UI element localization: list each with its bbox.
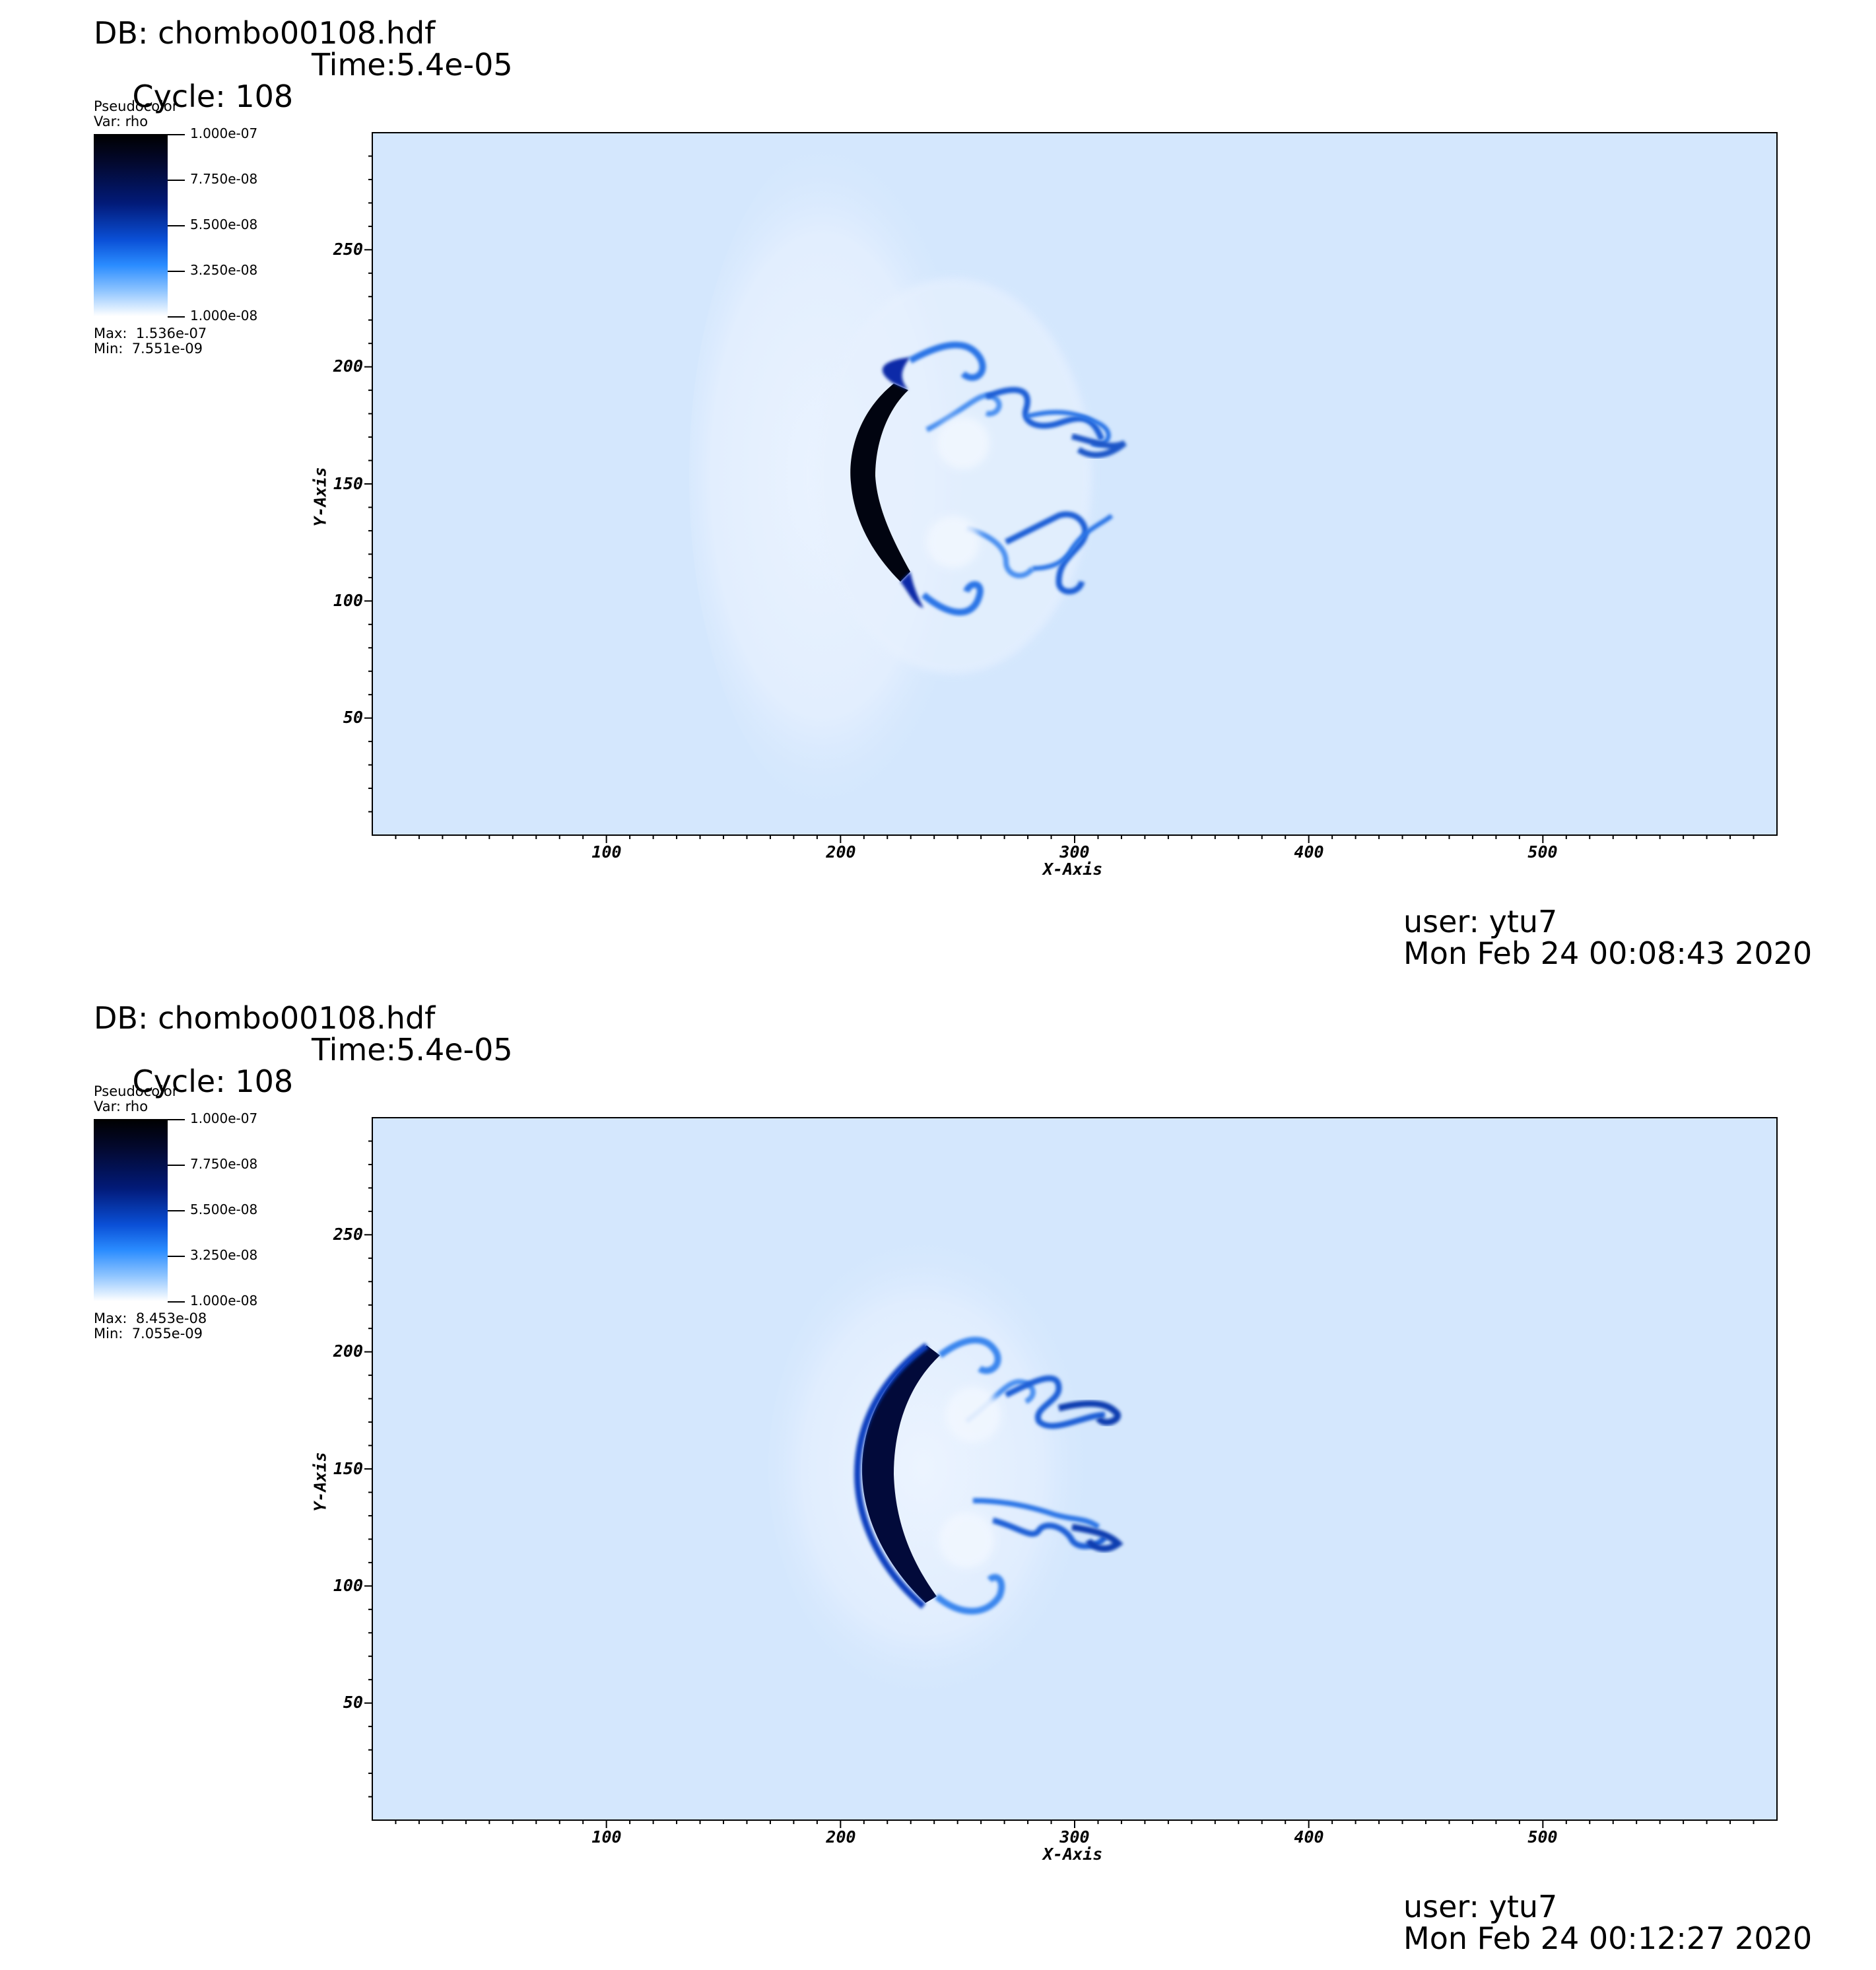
x-ticks bbox=[395, 1820, 1755, 1828]
legend-variable: Var: rho bbox=[94, 1099, 149, 1114]
front-edge-bottom bbox=[900, 572, 923, 608]
y-tick-label: 50 bbox=[343, 708, 363, 727]
colorbar-tick-label: 7.750e-08 bbox=[190, 171, 258, 187]
time-label: Time:5.4e-05 bbox=[312, 47, 513, 83]
swirl-lower-4 bbox=[1032, 514, 1114, 571]
y-tick-label: 250 bbox=[333, 1225, 363, 1244]
x-tick-label: 400 bbox=[1294, 1827, 1323, 1847]
plot-canvas: 100 200 300 400 500 250 200 150 100 50 bbox=[333, 132, 1778, 862]
x-tick-label: 200 bbox=[825, 842, 855, 862]
x-axis-title: X-Axis bbox=[1043, 860, 1103, 879]
pseudocolor-plot: 100 200 300 400 500 250 200 150 100 50 bbox=[333, 132, 1778, 862]
x-ticks bbox=[395, 835, 1755, 843]
y-tick-label: 200 bbox=[333, 357, 363, 376]
colorbar-tick-label: 5.500e-08 bbox=[190, 1202, 258, 1217]
dense-front bbox=[861, 1345, 940, 1603]
y-tick-labels: 250 200 150 100 50 bbox=[333, 1225, 363, 1712]
colorbar-tick-label: 7.750e-08 bbox=[190, 1156, 258, 1172]
vortex-core-lower bbox=[927, 516, 980, 568]
database-label: DB: chombo00108.hdf bbox=[94, 1000, 436, 1036]
swirl-upper-5 bbox=[1071, 433, 1127, 458]
cycle-label: Cycle: 108 bbox=[132, 1064, 294, 1099]
x-tick-labels: 100 200 300 400 500 bbox=[591, 1827, 1557, 1847]
y-tick-label: 150 bbox=[333, 474, 363, 493]
colorbar-tick-label: 1.000e-08 bbox=[190, 308, 258, 323]
colorbar bbox=[94, 134, 168, 316]
vortex-core-upper bbox=[937, 417, 989, 469]
legend-max: Max: 8.453e-08 bbox=[94, 1310, 207, 1326]
database-label: DB: chombo00108.hdf bbox=[94, 15, 436, 51]
cycle-label: Cycle: 108 bbox=[132, 79, 294, 114]
pseudocolor-plot: 100 200 300 400 500 250 200 150 100 50 bbox=[333, 1117, 1778, 1847]
legend-max: Max: 1.536e-07 bbox=[94, 325, 207, 341]
y-ticks bbox=[364, 1140, 372, 1798]
swirl-upper-1 bbox=[908, 341, 986, 381]
swirl-upper-1 bbox=[938, 1336, 1001, 1375]
date-label: Mon Feb 24 00:08:43 2020 bbox=[1403, 935, 1813, 971]
x-tick-label: 300 bbox=[1059, 1827, 1089, 1847]
swirl-lower-1 bbox=[921, 581, 984, 616]
colorbar-tick-label: 1.000e-07 bbox=[190, 125, 258, 141]
colorbar-tick-label: 3.250e-08 bbox=[190, 1247, 258, 1263]
x-tick-label: 300 bbox=[1059, 842, 1089, 862]
shock-halo bbox=[768, 1230, 1112, 1705]
colorbar-tick-label: 1.000e-08 bbox=[190, 1293, 258, 1308]
cycle-time-line: Cycle: 108 Time:5.4e-05 bbox=[94, 49, 513, 176]
swirl-upper-4 bbox=[1057, 1400, 1121, 1426]
plot-canvas: 100 200 300 400 500 250 200 150 100 50 bbox=[333, 1117, 1778, 1847]
colorbar-tick-label: 3.250e-08 bbox=[190, 262, 258, 278]
x-tick-labels: 100 200 300 400 500 bbox=[591, 842, 1557, 862]
front-outer-glow bbox=[854, 1342, 929, 1609]
legend-min: Min: 7.055e-09 bbox=[94, 1326, 203, 1342]
user-label: user: ytu7 bbox=[1403, 904, 1558, 939]
y-tick-label: 150 bbox=[333, 1459, 363, 1478]
swirl-lower-4 bbox=[1071, 1524, 1123, 1552]
x-tick-label: 100 bbox=[591, 842, 621, 862]
swirl-upper-3 bbox=[1004, 1375, 1106, 1429]
y-tick-label: 250 bbox=[333, 240, 363, 259]
y-tick-labels: 250 200 150 100 50 bbox=[333, 240, 363, 727]
x-tick-label: 200 bbox=[825, 1827, 855, 1847]
swirl-lower-2 bbox=[972, 1498, 1100, 1530]
legend-plot-type: Pseudocolor bbox=[94, 1083, 178, 1099]
y-tick-label: 50 bbox=[343, 1693, 363, 1712]
y-ticks bbox=[364, 155, 372, 813]
time-label: Time:5.4e-05 bbox=[312, 1032, 513, 1068]
swirl-lower-1 bbox=[934, 1574, 1005, 1615]
colorbar bbox=[94, 1119, 168, 1301]
visit-panel-bottom: DB: chombo00108.hdf Cycle: 108 Time:5.4e… bbox=[0, 985, 1876, 1970]
dense-front bbox=[850, 384, 910, 582]
front-edge-top bbox=[882, 357, 910, 390]
legend-plot-type: Pseudocolor bbox=[94, 98, 178, 114]
colorbar-tick-label: 1.000e-07 bbox=[190, 1110, 258, 1126]
date-label: Mon Feb 24 00:12:27 2020 bbox=[1403, 1920, 1813, 1956]
y-tick-label: 100 bbox=[333, 1576, 363, 1595]
legend-variable: Var: rho bbox=[94, 114, 149, 129]
y-tick-label: 100 bbox=[333, 591, 363, 610]
x-tick-label: 100 bbox=[591, 1827, 621, 1847]
colorbar-ticks: 1.000e-07 7.750e-08 5.500e-08 3.250e-08 … bbox=[168, 1111, 300, 1308]
x-axis-title: X-Axis bbox=[1043, 1845, 1103, 1864]
user-label: user: ytu7 bbox=[1403, 1889, 1558, 1924]
vortex-core-lower bbox=[939, 1512, 994, 1568]
y-axis-title: Y-Axis bbox=[310, 467, 330, 527]
colorbar-ticks: 1.000e-07 7.750e-08 5.500e-08 3.250e-08 … bbox=[168, 126, 300, 323]
legend-min: Min: 7.551e-09 bbox=[94, 341, 203, 357]
visit-panel-top: DB: chombo00108.hdf Cycle: 108 Time:5.4e… bbox=[94, 15, 1813, 971]
y-axis-title: Y-Axis bbox=[310, 1452, 330, 1512]
swirl-lower-3 bbox=[991, 1517, 1108, 1549]
cycle-time-line: Cycle: 108 Time:5.4e-05 bbox=[94, 1034, 513, 1161]
vortex-core-upper bbox=[945, 1387, 1001, 1443]
x-tick-label: 500 bbox=[1527, 1827, 1557, 1847]
x-tick-label: 400 bbox=[1294, 842, 1323, 862]
swirl-lower-3 bbox=[1004, 511, 1089, 595]
x-tick-label: 500 bbox=[1527, 842, 1557, 862]
y-tick-label: 200 bbox=[333, 1342, 363, 1361]
swirl-lower-2 bbox=[966, 526, 1035, 578]
colorbar-tick-label: 5.500e-08 bbox=[190, 217, 258, 232]
